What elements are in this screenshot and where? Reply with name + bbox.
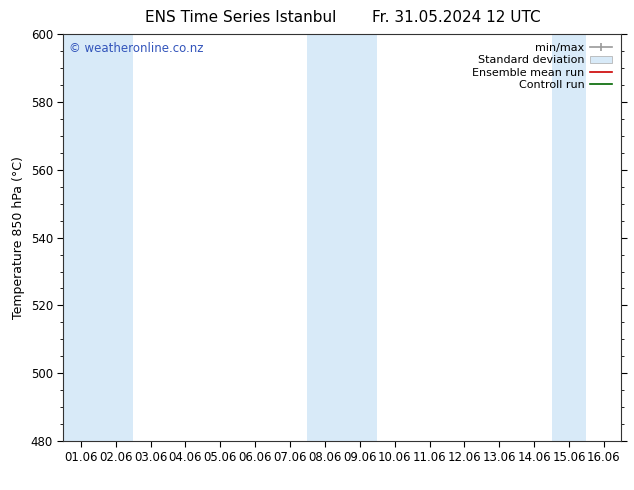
Legend: min/max, Standard deviation, Ensemble mean run, Controll run: min/max, Standard deviation, Ensemble me…	[469, 40, 616, 93]
Bar	[307, 34, 342, 441]
Y-axis label: Temperature 850 hPa (°C): Temperature 850 hPa (°C)	[12, 156, 25, 319]
Bar	[63, 34, 98, 441]
Bar	[342, 34, 377, 441]
Text: © weatheronline.co.nz: © weatheronline.co.nz	[69, 43, 204, 55]
Bar	[552, 34, 586, 441]
Text: Fr. 31.05.2024 12 UTC: Fr. 31.05.2024 12 UTC	[372, 10, 541, 25]
Bar	[98, 34, 133, 441]
Text: ENS Time Series Istanbul: ENS Time Series Istanbul	[145, 10, 337, 25]
